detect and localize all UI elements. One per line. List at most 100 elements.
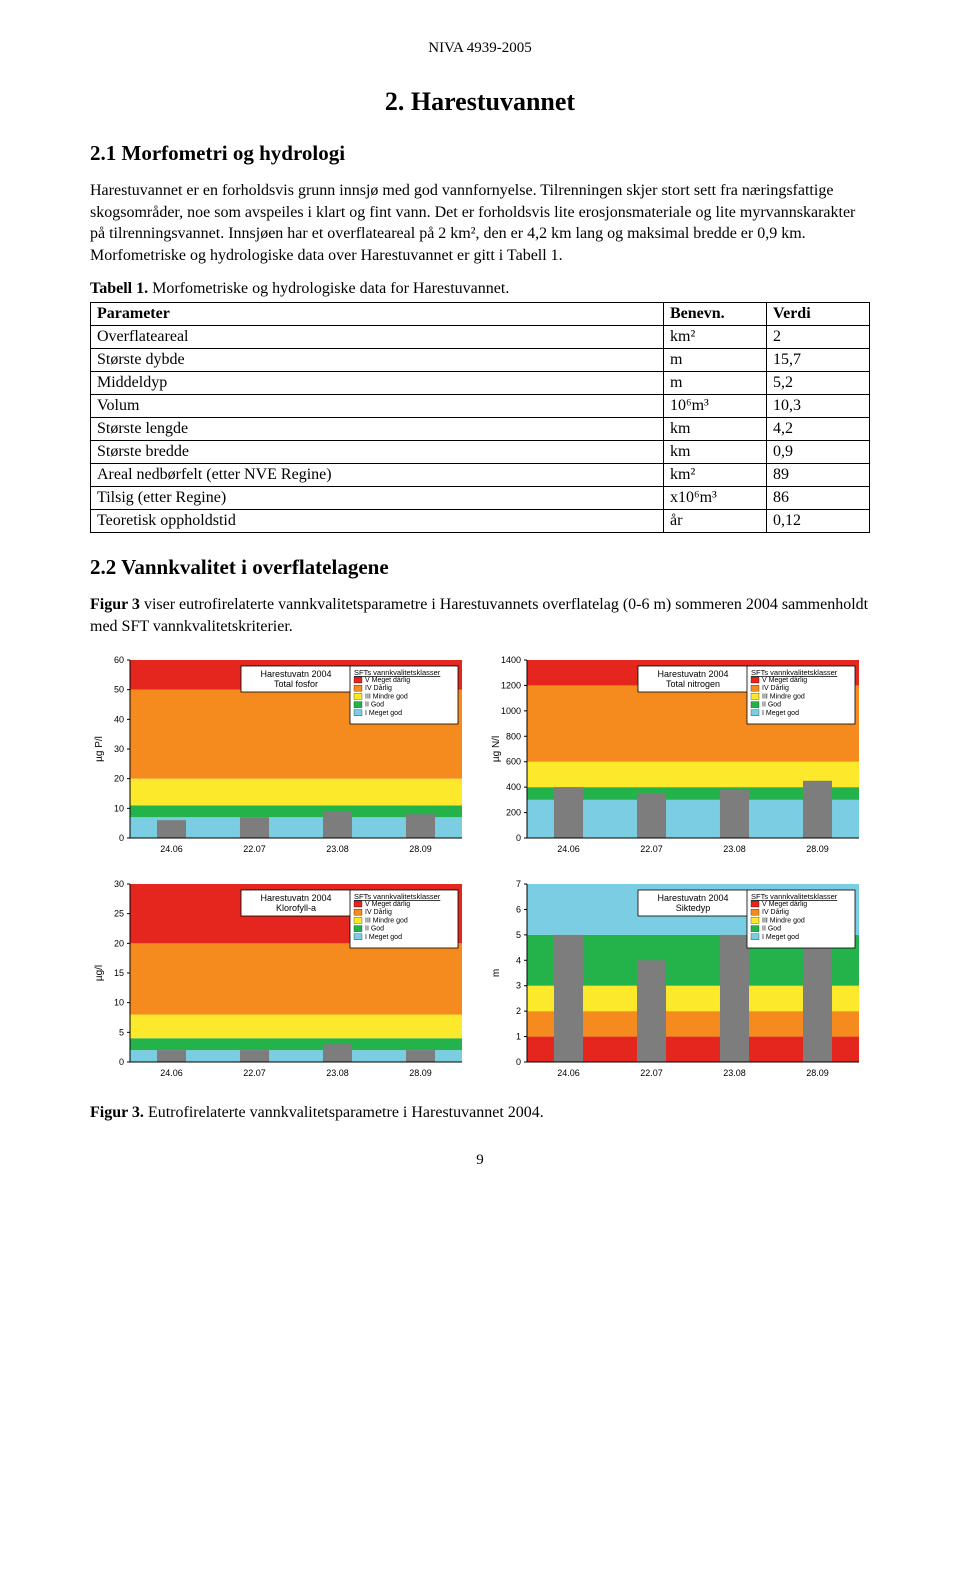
table-row: Tilsig (etter Regine)x10⁶m³86 xyxy=(91,487,870,510)
cell-value: 0,9 xyxy=(767,441,870,464)
cell-param: Overflateareal xyxy=(91,326,664,349)
svg-text:IV Dårlig: IV Dårlig xyxy=(365,684,392,692)
svg-text:400: 400 xyxy=(506,782,521,792)
cell-unit: m xyxy=(664,372,767,395)
svg-text:23.08: 23.08 xyxy=(326,844,349,854)
svg-text:µg N/l: µg N/l xyxy=(491,735,502,761)
svg-text:0: 0 xyxy=(119,833,124,843)
subsection-2-2: 2.2 Vannkvalitet i overflatelagene xyxy=(90,555,870,580)
chart-total-nitrogen: 0200400600800100012001400µg N/l24.0622.0… xyxy=(487,652,870,862)
table-row: Største lengdekm4,2 xyxy=(91,418,870,441)
svg-text:6: 6 xyxy=(516,904,521,914)
svg-text:V Meget dårlig: V Meget dårlig xyxy=(762,900,807,908)
svg-text:28.09: 28.09 xyxy=(806,1068,829,1078)
svg-text:I Meget god: I Meget god xyxy=(762,933,799,940)
cell-unit: km xyxy=(664,418,767,441)
cell-unit: m xyxy=(664,349,767,372)
svg-text:1200: 1200 xyxy=(501,680,521,690)
svg-text:SFTs vannkvalitetsklasser: SFTs vannkvalitetsklasser xyxy=(751,668,838,677)
cell-unit: år xyxy=(664,510,767,533)
svg-text:22.07: 22.07 xyxy=(243,844,266,854)
table-head-row: Parameter Benevn. Verdi xyxy=(91,303,870,326)
subsection-2-1: 2.1 Morfometri og hydrologi xyxy=(90,141,870,166)
svg-text:3: 3 xyxy=(516,980,521,990)
svg-text:2: 2 xyxy=(516,1006,521,1016)
figure-3-grid: 0102030405060µg P/l24.0622.0723.0828.09H… xyxy=(90,652,870,1086)
cell-param: Teoretisk oppholdstid xyxy=(91,510,664,533)
cell-unit: x10⁶m³ xyxy=(664,487,767,510)
svg-text:4: 4 xyxy=(516,955,521,965)
svg-text:5: 5 xyxy=(516,929,521,939)
svg-text:0: 0 xyxy=(119,1057,124,1067)
svg-text:20: 20 xyxy=(114,773,124,783)
svg-text:30: 30 xyxy=(114,879,124,889)
svg-text:m: m xyxy=(491,968,502,976)
doc-header: NIVA 4939-2005 xyxy=(90,40,870,57)
table-row: Overflatearealkm²2 xyxy=(91,326,870,349)
figure-3-ref: Figur 3 xyxy=(90,596,140,613)
svg-text:50: 50 xyxy=(114,684,124,694)
paragraph-2-2: Figur 3 viser eutrofirelaterte vannkvali… xyxy=(90,594,870,637)
svg-text:1000: 1000 xyxy=(501,705,521,715)
table-1-caption: Tabell 1. Morfometriske og hydrologiske … xyxy=(90,280,870,298)
svg-text:22.07: 22.07 xyxy=(243,1068,266,1078)
svg-text:20: 20 xyxy=(114,938,124,948)
svg-text:10: 10 xyxy=(114,997,124,1007)
svg-text:Siktedyp: Siktedyp xyxy=(676,903,711,913)
cell-value: 0,12 xyxy=(767,510,870,533)
svg-text:1: 1 xyxy=(516,1031,521,1041)
svg-text:II God: II God xyxy=(365,701,384,708)
svg-text:10: 10 xyxy=(114,803,124,813)
svg-text:V Meget dårlig: V Meget dårlig xyxy=(365,900,410,908)
svg-text:II God: II God xyxy=(762,925,781,932)
svg-text:1400: 1400 xyxy=(501,655,521,665)
figure-3-caption-lead: Figur 3. xyxy=(90,1104,144,1121)
cell-value: 89 xyxy=(767,464,870,487)
svg-text:II God: II God xyxy=(762,701,781,708)
svg-text:Total nitrogen: Total nitrogen xyxy=(666,679,720,689)
table-1: Parameter Benevn. Verdi Overflatearealkm… xyxy=(90,302,870,533)
svg-text:III Mindre god: III Mindre god xyxy=(365,917,408,924)
cell-unit: km² xyxy=(664,464,767,487)
page-number: 9 xyxy=(90,1152,870,1169)
svg-text:24.06: 24.06 xyxy=(160,844,183,854)
svg-text:SFTs vannkvalitetsklasser: SFTs vannkvalitetsklasser xyxy=(354,892,441,901)
cell-value: 5,2 xyxy=(767,372,870,395)
svg-text:40: 40 xyxy=(114,714,124,724)
cell-unit: km² xyxy=(664,326,767,349)
svg-text:Harestuvatn 2004: Harestuvatn 2004 xyxy=(260,669,331,679)
table-1-caption-rest: Morfometriske og hydrologiske data for H… xyxy=(148,280,509,297)
chart-siktedyp: 01234567m24.0622.0723.0828.09Harestuvatn… xyxy=(487,876,870,1086)
svg-text:30: 30 xyxy=(114,744,124,754)
svg-text:I Meget god: I Meget god xyxy=(365,709,402,716)
table-row: Største dybdem15,7 xyxy=(91,349,870,372)
cell-param: Volum xyxy=(91,395,664,418)
table-row: Areal nedbørfelt (etter NVE Regine)km²89 xyxy=(91,464,870,487)
svg-text:IV Dårlig: IV Dårlig xyxy=(365,908,392,916)
svg-text:24.06: 24.06 xyxy=(160,1068,183,1078)
svg-text:60: 60 xyxy=(114,655,124,665)
svg-text:200: 200 xyxy=(506,807,521,817)
table-row: Teoretisk oppholdstidår0,12 xyxy=(91,510,870,533)
svg-text:0: 0 xyxy=(516,833,521,843)
svg-text:I Meget god: I Meget god xyxy=(762,709,799,716)
cell-param: Største lengde xyxy=(91,418,664,441)
chart-klorofyll: 051015202530µg/l24.0622.0723.0828.09Hare… xyxy=(90,876,473,1086)
svg-text:IV Dårlig: IV Dårlig xyxy=(762,684,789,692)
svg-text:23.08: 23.08 xyxy=(723,844,746,854)
svg-text:I Meget god: I Meget god xyxy=(365,933,402,940)
svg-text:23.08: 23.08 xyxy=(723,1068,746,1078)
svg-text:22.07: 22.07 xyxy=(640,1068,663,1078)
svg-text:28.09: 28.09 xyxy=(806,844,829,854)
table-row: Middeldypm5,2 xyxy=(91,372,870,395)
svg-text:7: 7 xyxy=(516,879,521,889)
svg-text:600: 600 xyxy=(506,756,521,766)
chart-total-fosfor: 0102030405060µg P/l24.0622.0723.0828.09H… xyxy=(90,652,473,862)
svg-text:0: 0 xyxy=(516,1057,521,1067)
cell-param: Største bredde xyxy=(91,441,664,464)
section-title: 2. Harestuvannet xyxy=(90,87,870,117)
svg-text:24.06: 24.06 xyxy=(557,844,580,854)
svg-text:Harestuvatn 2004: Harestuvatn 2004 xyxy=(657,893,728,903)
svg-text:II God: II God xyxy=(365,925,384,932)
paragraph-2-1: Harestuvannet er en forholdsvis grunn in… xyxy=(90,180,870,266)
